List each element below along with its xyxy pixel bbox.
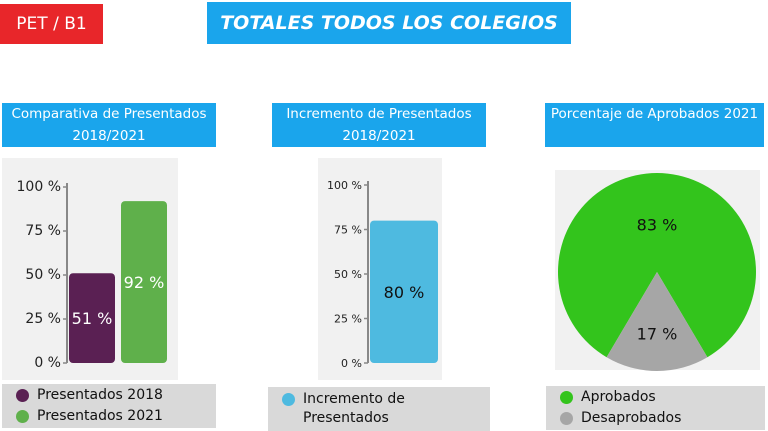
section-tag: PET / B1 [0,4,103,44]
legend-label: Incremento de Presentados [303,390,405,428]
chart1-legend: Presentados 2018 Presentados 2021 [2,384,216,428]
page-title: TOTALES TODOS LOS COLEGIOS [207,2,571,44]
legend-item-2018: Presentados 2018 [16,387,163,403]
legend-label-line1: Incremento de [303,391,405,407]
bar [370,220,438,363]
bar [69,273,115,363]
y-tick-label: 25 % [25,311,61,327]
legend-label: Desaprobados [581,410,682,426]
y-tick-label: 50 % [334,268,362,281]
y-tick-label: 75 % [334,224,362,237]
legend-dot-cyan [282,393,295,406]
legend-item-incremento: Incremento de Presentados [282,390,405,428]
y-tick-label: 0 % [341,357,362,370]
pie-value-label: 17 % [637,324,678,343]
chart3-legend: Aprobados Desaprobados [546,386,765,430]
bar-value-label: 92 % [124,273,165,292]
chart2-title: Incremento de Presentados 2018/2021 [272,103,486,147]
legend-dot-purple [16,388,29,402]
legend-label: Presentados 2018 [37,387,163,403]
chart3-title: Porcentaje de Aprobados 2021 [545,103,764,147]
legend-item-aprobados: Aprobados [560,389,656,405]
y-tick-label: 25 % [334,313,362,326]
legend-item-desaprobados: Desaprobados [560,410,681,426]
y-tick-label: 75 % [25,223,61,239]
chart3-svg: 83 % 17 % [558,173,756,371]
legend-dot-green [16,409,29,423]
legend-label: Aprobados [581,389,656,405]
legend-dot-gray [560,411,573,425]
pie-slice [558,173,756,358]
chart1-svg: 100 % 75 % 50 % 25 % 0 % 51 % 92 % [17,179,167,371]
bar-value-label: 51 % [72,309,113,328]
chart1-title: Comparativa de Presentados 2018/2021 [2,103,216,147]
legend-label-line2: Presentados [303,410,389,426]
pie-slice [606,272,708,371]
bar-value-label: 80 % [384,283,425,302]
chart2-svg: 100 % 75 % 50 % 25 % 0 % 80 % [327,179,438,370]
legend-item-2021: Presentados 2021 [16,408,163,424]
chart2-legend: Incremento de Presentados [268,387,490,431]
y-tick-label: 100 % [327,179,362,192]
pie-value-label: 83 % [637,215,678,234]
y-tick-label: 50 % [25,267,61,283]
bar [121,201,167,363]
y-tick-label: 100 % [17,179,61,195]
y-tick-label: 0 % [34,355,61,371]
legend-label: Presentados 2021 [37,408,163,424]
legend-dot-green [560,390,573,404]
